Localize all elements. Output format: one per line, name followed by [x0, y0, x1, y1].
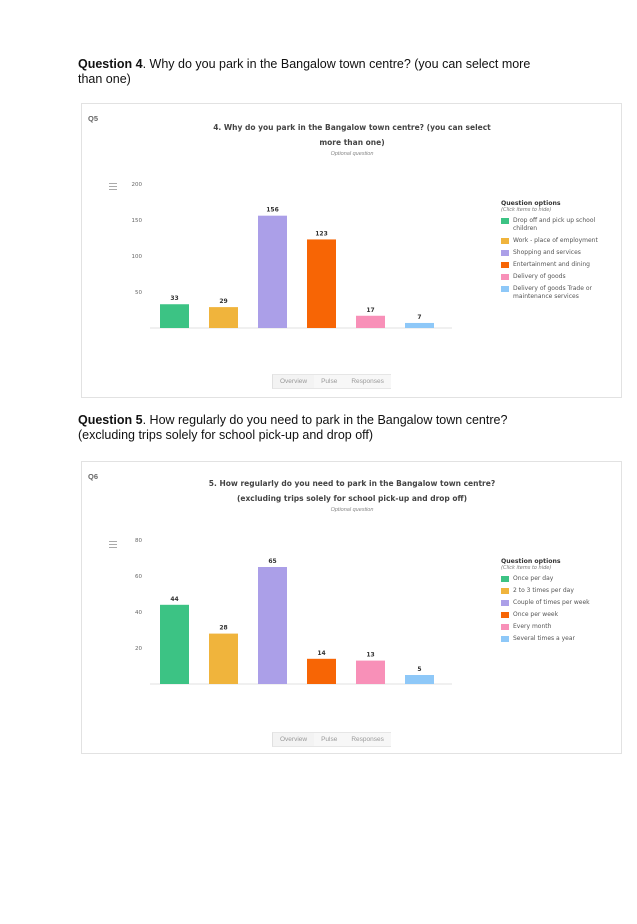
legend-label: Delivery of goods [513, 273, 566, 280]
legend-item[interactable]: Delivery of goods [501, 273, 601, 281]
legend-swatch [501, 262, 509, 268]
legend-title: Question options [501, 200, 561, 207]
legend-label: Once per day [513, 575, 554, 582]
bar-1[interactable] [160, 604, 189, 684]
legend-label: Entertainment and dining [513, 261, 590, 268]
chart-menu-icon[interactable] [109, 183, 117, 190]
legend-item[interactable]: Work - place of employment [501, 237, 601, 245]
legend-label: Every month [513, 623, 552, 630]
bar-5[interactable] [356, 315, 385, 328]
legend-title: Question options [501, 558, 561, 565]
bar-value-label: 28 [219, 625, 227, 632]
bar-value-label: 29 [219, 298, 227, 305]
question-5-heading: Question 5. How regularly do you need to… [78, 413, 508, 442]
bar-value-label: 5 [417, 666, 421, 673]
legend-item[interactable]: Every month [501, 623, 601, 631]
legend-swatch [501, 600, 509, 606]
legend-swatch [501, 250, 509, 256]
bar-5[interactable] [356, 660, 385, 684]
chart-menu-icon[interactable] [109, 541, 117, 548]
legend-label: Delivery of goods Trade or maintenance s… [513, 285, 592, 300]
bar-2[interactable] [209, 307, 238, 328]
view-tabs: Overview Pulse Responses [272, 732, 391, 747]
y-tick-label: 100 [132, 254, 143, 260]
y-tick-label: 80 [135, 538, 142, 544]
card-title: 5. How regularly do you need to park in … [208, 479, 496, 503]
tab-responses[interactable]: Responses [344, 374, 391, 389]
bar-value-label: 17 [366, 307, 374, 314]
legend-swatch [501, 588, 509, 594]
tab-overview[interactable]: Overview [272, 732, 315, 747]
legend-swatch [501, 624, 509, 630]
bar-value-label: 14 [317, 650, 325, 657]
bar-6[interactable] [405, 322, 434, 328]
bar-value-label: 123 [315, 230, 328, 237]
legend-swatch [501, 612, 509, 618]
bar-chart: 80 60 40 20 44 28 65 14 13 5 [135, 538, 452, 685]
bar-value-label: 33 [170, 295, 178, 302]
bar-1[interactable] [160, 304, 189, 328]
legend-item[interactable]: Couple of times per week [501, 599, 601, 607]
tab-pulse[interactable]: Pulse [314, 732, 345, 747]
legend-swatch [501, 274, 509, 280]
question-card-q6: Q6 5. How regularly do you need to park … [81, 461, 622, 754]
legend-subtitle: (Click items to hide) [501, 565, 552, 571]
y-tick-label: 20 [135, 646, 142, 652]
legend-label: Work - place of employment [513, 237, 598, 244]
card-title: 4. Why do you park in the Bangalow town … [213, 123, 491, 147]
bar-6[interactable] [405, 675, 434, 684]
legend-item[interactable]: Once per day [501, 575, 601, 583]
bar-value-label: 44 [170, 596, 178, 603]
legend-item[interactable]: 2 to 3 times per day [501, 587, 601, 595]
legend-subtitle: (Click items to hide) [501, 207, 552, 213]
bar-value-label: 65 [268, 558, 276, 565]
y-tick-label: 200 [132, 182, 143, 188]
chart-legend: Question options (Click items to hide) D… [501, 200, 601, 305]
bar-value-label: 156 [266, 207, 279, 214]
bar-chart: 200 150 100 50 33 29 156 123 17 7 [132, 182, 452, 329]
legend-item[interactable]: Entertainment and dining [501, 261, 601, 269]
chart-legend: Question options (Click items to hide) O… [501, 558, 601, 647]
legend-label: Drop off and pick up school children [513, 217, 596, 232]
card-subtitle: Optional question [330, 507, 374, 513]
tab-pulse[interactable]: Pulse [314, 374, 345, 389]
legend-label: Once per week [513, 611, 559, 618]
y-tick-label: 150 [132, 218, 143, 224]
card-subtitle: Optional question [330, 151, 374, 157]
bar-4[interactable] [307, 239, 336, 328]
legend-item[interactable]: Delivery of goods Trade or maintenance s… [501, 285, 601, 301]
view-tabs: Overview Pulse Responses [272, 374, 391, 389]
bar-3[interactable] [258, 567, 287, 684]
bar-2[interactable] [209, 633, 238, 684]
legend-label: Couple of times per week [513, 599, 590, 606]
legend-swatch [501, 576, 509, 582]
y-tick-label: 50 [135, 290, 142, 296]
legend-item[interactable]: Drop off and pick up school children [501, 217, 601, 233]
y-tick-label: 40 [135, 610, 142, 616]
legend-label: Shopping and services [513, 249, 581, 256]
legend-swatch [501, 636, 509, 642]
legend-item[interactable]: Once per week [501, 611, 601, 619]
question-card-q5: Q5 4. Why do you park in the Bangalow to… [81, 103, 622, 398]
legend-swatch [501, 218, 509, 224]
legend-label: Several times a year [513, 635, 576, 642]
y-tick-label: 60 [135, 574, 142, 580]
legend-swatch [501, 286, 509, 292]
bar-3[interactable] [258, 215, 287, 328]
tab-overview[interactable]: Overview [272, 374, 315, 389]
bar-value-label: 13 [366, 652, 374, 659]
card-label: Q6 [88, 472, 99, 481]
legend-item[interactable]: Shopping and services [501, 249, 601, 257]
question-4-heading: Question 4. Why do you park in the Banga… [78, 57, 531, 86]
tab-responses[interactable]: Responses [344, 732, 391, 747]
legend-label: 2 to 3 times per day [513, 587, 574, 594]
legend-item[interactable]: Several times a year [501, 635, 601, 643]
legend-swatch [501, 238, 509, 244]
card-label: Q5 [88, 114, 99, 123]
bar-4[interactable] [307, 658, 336, 684]
bar-value-label: 7 [417, 314, 421, 321]
